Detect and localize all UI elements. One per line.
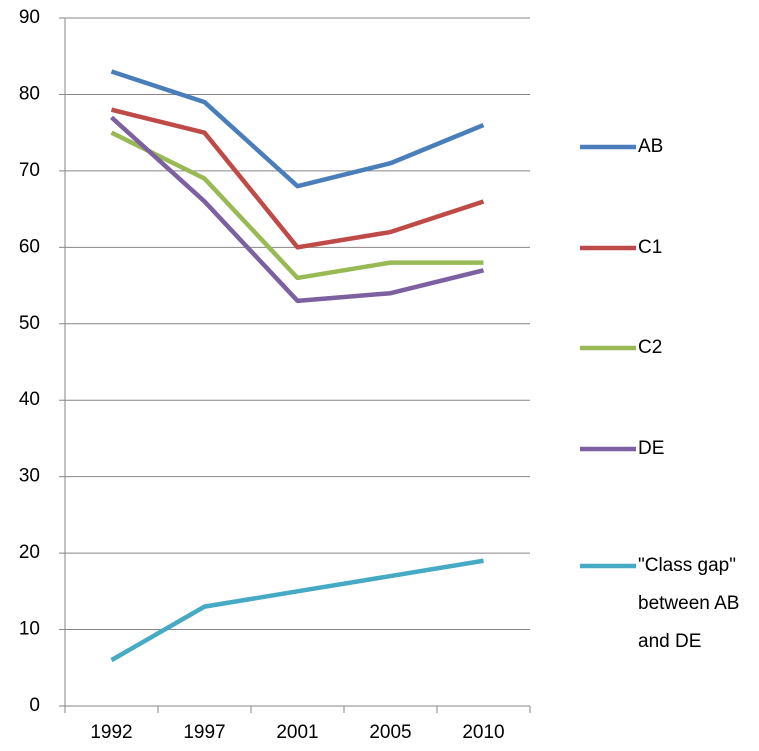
series-line xyxy=(110,130,484,281)
series-line xyxy=(109,115,485,304)
x-tick-label: 2010 xyxy=(462,722,504,743)
x-tick-label: 2005 xyxy=(369,722,411,743)
legend-label: DE xyxy=(638,438,665,459)
legend-label: "Class gap" between AB and DE xyxy=(638,555,740,652)
y-tick-label: 90 xyxy=(19,7,40,28)
y-tick-label: 50 xyxy=(19,313,40,334)
x-tick-label: 1997 xyxy=(183,722,225,743)
y-tick-label: 0 xyxy=(29,695,40,716)
y-tick-label: 60 xyxy=(19,236,40,257)
y-tick-label: 10 xyxy=(19,619,40,640)
legend-label: C2 xyxy=(638,337,663,358)
series-line xyxy=(110,107,485,250)
series-line xyxy=(110,558,484,663)
y-tick-label: 30 xyxy=(19,466,40,487)
legend-label: AB xyxy=(638,136,664,157)
x-tick-label: 1992 xyxy=(90,722,132,743)
y-tick-label: 80 xyxy=(19,83,40,104)
y-tick-label: 40 xyxy=(19,389,40,410)
legend-label: C1 xyxy=(638,237,663,258)
x-tick-label: 2001 xyxy=(276,722,318,743)
series-line xyxy=(110,69,485,189)
y-tick-label: 20 xyxy=(19,542,40,563)
y-tick-label: 70 xyxy=(19,160,40,181)
